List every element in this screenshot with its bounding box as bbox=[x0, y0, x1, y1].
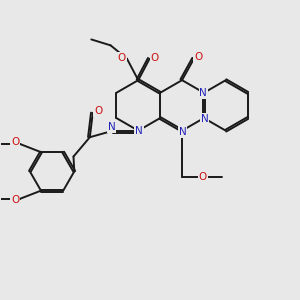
Text: O: O bbox=[11, 196, 20, 206]
Text: N: N bbox=[201, 114, 208, 124]
Text: N: N bbox=[179, 127, 187, 137]
Text: N: N bbox=[108, 122, 116, 132]
Text: N: N bbox=[135, 126, 143, 136]
Text: O: O bbox=[94, 106, 102, 116]
Text: O: O bbox=[194, 52, 202, 62]
Text: O: O bbox=[118, 53, 126, 63]
Text: O: O bbox=[151, 53, 159, 63]
Text: N: N bbox=[200, 88, 207, 98]
Text: O: O bbox=[11, 137, 20, 147]
Text: O: O bbox=[199, 172, 207, 182]
